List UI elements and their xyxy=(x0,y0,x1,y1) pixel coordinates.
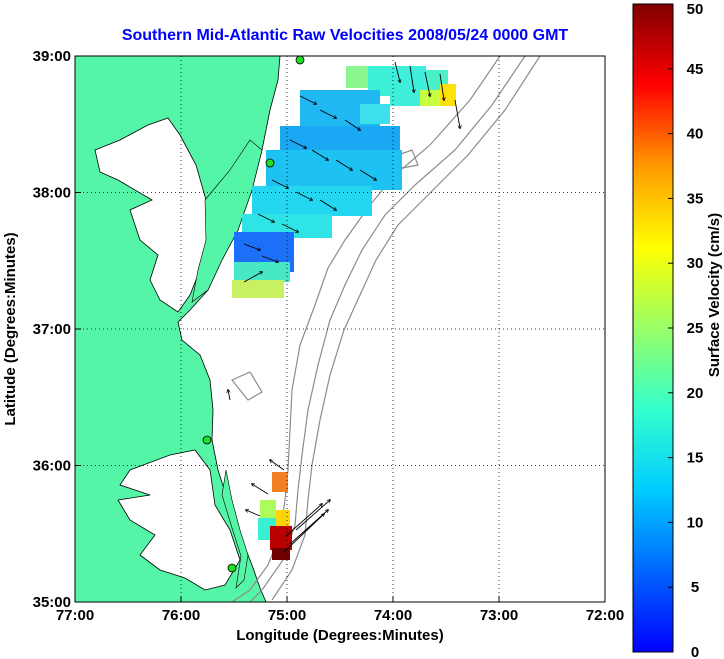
station-marker xyxy=(295,56,305,65)
y-tick-label: 39:00 xyxy=(33,48,71,65)
colorbar-tick-label: 40 xyxy=(687,126,704,143)
pamlico-sound xyxy=(117,449,241,591)
colorbar-label: Surface Velocity (cm/s) xyxy=(706,213,723,377)
x-tick-label: 75:00 xyxy=(268,607,306,624)
colorbar-tick-label: 0 xyxy=(691,644,699,659)
x-tick-label: 77:00 xyxy=(56,607,94,624)
y-tick-label: 38:00 xyxy=(33,185,71,202)
x-axis-label: Longitude (Degrees:Minutes) xyxy=(236,627,444,644)
delmarva-peninsula xyxy=(191,139,263,303)
colorbar-tick-label: 50 xyxy=(687,1,704,18)
colorbar-tick-label: 45 xyxy=(687,61,704,78)
hf-radar-stations xyxy=(202,56,305,573)
colorbar-tick-label: 10 xyxy=(687,514,704,531)
x-axis-ticks: 77:00 76:00 75:00 74:00 73:00 72:00 xyxy=(56,596,624,624)
map-layer xyxy=(75,56,605,602)
colorbar-ticks: 0 5 10 15 20 25 30 35 40 45 50 xyxy=(668,1,703,659)
chesapeake-bay xyxy=(94,117,209,313)
colorbar-tick-label: 35 xyxy=(687,190,704,207)
y-tick-label: 35:00 xyxy=(33,594,71,611)
colorbar-tick-label: 30 xyxy=(687,255,704,272)
colorbar-tick-label: 5 xyxy=(691,579,699,596)
colorbar-tick-label: 15 xyxy=(687,450,704,467)
y-axis-ticks: 35:00 36:00 37:00 38:00 39:00 xyxy=(33,48,81,611)
station-marker xyxy=(265,158,275,168)
outer-banks xyxy=(221,469,249,589)
grid-lines xyxy=(75,56,605,602)
station-marker xyxy=(202,435,212,445)
colorbar-tick-label: 25 xyxy=(687,320,704,337)
velocity-vectors xyxy=(228,61,460,553)
x-tick-label: 72:00 xyxy=(586,607,624,624)
colorbar xyxy=(632,3,674,653)
station-marker xyxy=(227,563,237,573)
y-tick-label: 37:00 xyxy=(33,321,71,338)
y-axis-label: Latitude (Degrees:Minutes) xyxy=(2,232,19,425)
velocity-field-south xyxy=(258,472,292,560)
chart-title: Southern Mid-Atlantic Raw Velocities 200… xyxy=(122,27,569,44)
colorbar-tick-label: 20 xyxy=(687,385,704,402)
y-tick-label: 36:00 xyxy=(33,458,71,475)
velocity-field-central xyxy=(232,90,402,298)
x-tick-label: 76:00 xyxy=(162,607,200,624)
x-tick-label: 73:00 xyxy=(480,607,518,624)
x-tick-label: 74:00 xyxy=(374,607,412,624)
velocity-field-north xyxy=(346,66,456,106)
